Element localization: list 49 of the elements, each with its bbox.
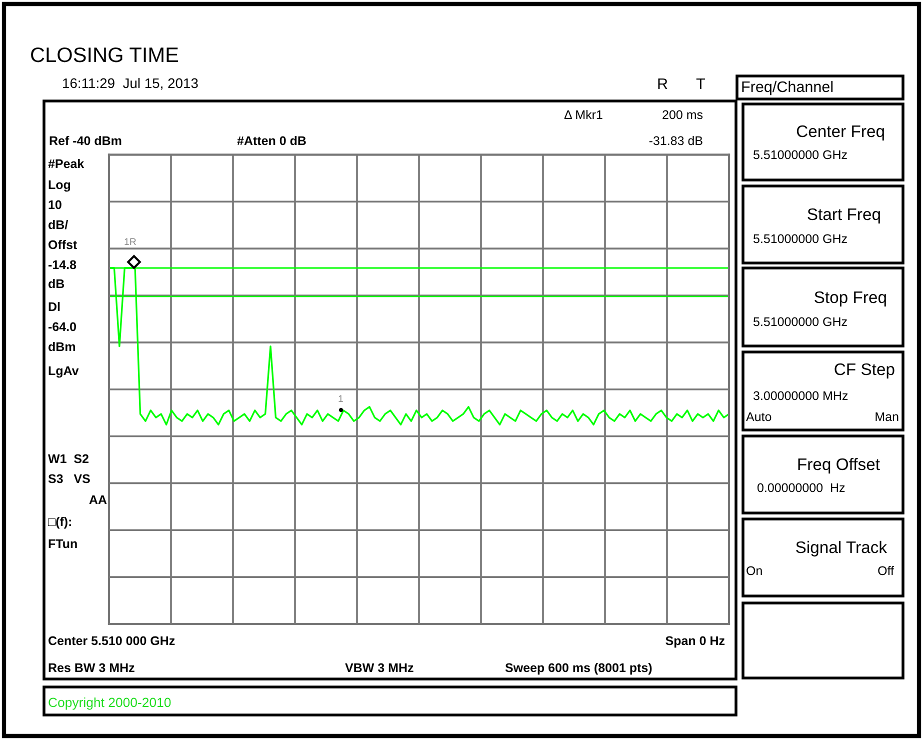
annotation: 1 <box>338 395 343 402</box>
text: AA <box>89 495 107 504</box>
text: Start Freq <box>808 208 880 224</box>
chart-subtitle: 16:11:29 Jul 15, 2013 <box>63 78 198 90</box>
chart-title: CLOSING TIME <box>31 47 178 62</box>
text: Copyright 2000-2010 <box>48 697 171 710</box>
text: Offst <box>48 240 78 250</box>
text: VBW 3 MHz <box>345 663 414 672</box>
text: -14.8 <box>48 260 76 270</box>
text: 0.00000000 Hz <box>757 483 845 492</box>
text: Stop Freq <box>814 291 886 306</box>
text: 10 <box>48 200 62 210</box>
text: On <box>746 566 762 576</box>
text: S3 VS <box>48 474 90 484</box>
text: Auto <box>746 412 772 422</box>
text: 5.51000000 GHz <box>754 234 847 244</box>
text: CF Step <box>834 363 894 378</box>
text: -31.83 dB <box>649 136 702 146</box>
text: dB/ <box>48 220 68 230</box>
text: Sweep 600 ms (8001 pts) <box>505 662 652 675</box>
text: Dl <box>48 302 60 311</box>
text: 3.00000000 MHz <box>753 391 848 400</box>
text: 200 ms <box>662 110 703 120</box>
text: dB <box>48 278 64 288</box>
text: T <box>696 78 705 89</box>
text: FTun <box>48 539 77 548</box>
text: Span 0 Hz <box>666 636 725 648</box>
text: #Peak <box>48 158 84 168</box>
text: Log <box>48 180 70 192</box>
text: Man <box>876 412 898 422</box>
text: W1 S2 <box>48 454 88 464</box>
text: Signal Track <box>796 540 888 556</box>
text: Res BW 3 MHz <box>48 663 134 672</box>
text: Freq Offset <box>798 458 880 474</box>
text: LgAv <box>48 366 79 378</box>
text: -64.0 <box>48 322 76 332</box>
text: R <box>658 78 668 89</box>
text: #Atten 0 dB <box>237 136 306 146</box>
text: Off <box>878 566 894 576</box>
text: 5.51000000 GHz <box>754 150 847 160</box>
text: Δ Mkr1 <box>564 110 602 119</box>
text: Freq/Channel <box>742 80 833 96</box>
text: □(f): <box>48 516 71 529</box>
text: 1R <box>124 238 136 245</box>
text: 5.51000000 GHz <box>754 317 847 326</box>
text: Center Freq <box>796 125 884 140</box>
text: Center 5.510 000 GHz <box>48 636 175 646</box>
text: dBm <box>48 342 75 352</box>
text: Ref -40 dBm <box>50 136 122 146</box>
